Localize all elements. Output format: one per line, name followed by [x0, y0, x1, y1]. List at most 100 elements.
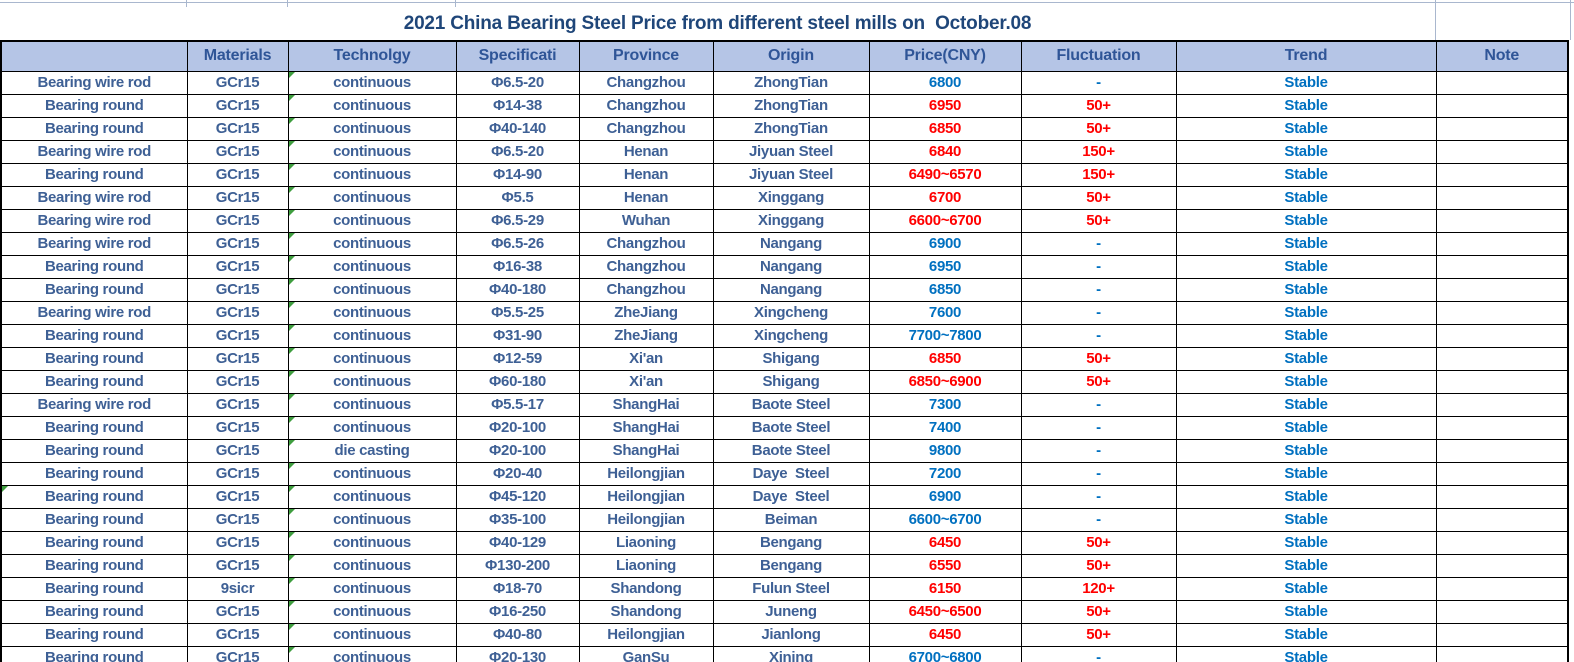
technology-cell[interactable]: continuous [287, 392, 457, 417]
technology-cell[interactable]: continuous [287, 461, 457, 486]
technology-cell[interactable]: continuous [287, 323, 457, 348]
note-cell[interactable] [1435, 277, 1569, 302]
technology-cell[interactable]: continuous [287, 576, 457, 601]
trend-cell[interactable]: Stable [1175, 93, 1437, 118]
fluctuation-cell[interactable]: 50+ [1020, 369, 1177, 394]
specification-cell[interactable]: Φ31-90 [455, 323, 580, 348]
origin-cell[interactable]: Daye Steel [712, 461, 870, 486]
technology-cell[interactable]: continuous [287, 139, 457, 164]
origin-cell[interactable]: Nangang [712, 254, 870, 279]
province-cell[interactable]: Xi'an [578, 369, 714, 394]
price-cell[interactable]: 7400 [868, 415, 1022, 440]
note-cell[interactable] [1435, 622, 1569, 647]
price-cell[interactable]: 6550 [868, 553, 1022, 578]
technology-cell[interactable]: continuous [287, 93, 457, 118]
product-cell[interactable]: Bearing wire rod [0, 185, 188, 210]
product-cell[interactable]: Bearing wire rod [0, 208, 188, 233]
column-header-technology[interactable]: Technolgy [287, 40, 457, 72]
province-cell[interactable]: Changzhou [578, 93, 714, 118]
material-cell[interactable]: GCr15 [186, 461, 289, 486]
note-cell[interactable] [1435, 139, 1569, 164]
province-cell[interactable]: Heilongjian [578, 507, 714, 532]
trend-cell[interactable]: Stable [1175, 116, 1437, 141]
price-cell[interactable]: 9800 [868, 438, 1022, 463]
product-cell[interactable]: Bearing round [0, 438, 188, 463]
price-cell[interactable]: 6950 [868, 254, 1022, 279]
specification-cell[interactable]: Φ6.5-20 [455, 70, 580, 95]
fluctuation-cell[interactable]: - [1020, 645, 1177, 662]
technology-cell[interactable]: continuous [287, 346, 457, 371]
technology-cell[interactable]: continuous [287, 116, 457, 141]
trend-cell[interactable]: Stable [1175, 576, 1437, 601]
product-cell[interactable]: Bearing round [0, 530, 188, 555]
material-cell[interactable]: GCr15 [186, 277, 289, 302]
price-cell[interactable]: 6600~6700 [868, 507, 1022, 532]
origin-cell[interactable]: Baote Steel [712, 415, 870, 440]
trend-cell[interactable]: Stable [1175, 415, 1437, 440]
fluctuation-cell[interactable]: 50+ [1020, 346, 1177, 371]
column-header-province[interactable]: Province [578, 40, 714, 72]
specification-cell[interactable]: Φ16-38 [455, 254, 580, 279]
material-cell[interactable]: GCr15 [186, 622, 289, 647]
product-cell[interactable]: Bearing wire rod [0, 392, 188, 417]
province-cell[interactable]: Henan [578, 162, 714, 187]
trend-cell[interactable]: Stable [1175, 70, 1437, 95]
material-cell[interactable]: GCr15 [186, 599, 289, 624]
price-cell[interactable]: 6800 [868, 70, 1022, 95]
specification-cell[interactable]: Φ6.5-29 [455, 208, 580, 233]
material-cell[interactable]: GCr15 [186, 323, 289, 348]
fluctuation-cell[interactable]: 50+ [1020, 599, 1177, 624]
fluctuation-cell[interactable]: - [1020, 70, 1177, 95]
province-cell[interactable]: Changzhou [578, 277, 714, 302]
note-cell[interactable] [1435, 254, 1569, 279]
product-cell[interactable]: Bearing wire rod [0, 70, 188, 95]
specification-cell[interactable]: Φ5.5-25 [455, 300, 580, 325]
province-cell[interactable]: ShangHai [578, 392, 714, 417]
note-cell[interactable] [1435, 323, 1569, 348]
product-cell[interactable]: Bearing round [0, 162, 188, 187]
origin-cell[interactable]: Bengang [712, 553, 870, 578]
province-cell[interactable]: ZheJiang [578, 300, 714, 325]
material-cell[interactable]: GCr15 [186, 93, 289, 118]
material-cell[interactable]: GCr15 [186, 70, 289, 95]
fluctuation-cell[interactable]: 50+ [1020, 622, 1177, 647]
trend-cell[interactable]: Stable [1175, 392, 1437, 417]
origin-cell[interactable]: Beiman [712, 507, 870, 532]
note-cell[interactable] [1435, 392, 1569, 417]
origin-cell[interactable]: Jianlong [712, 622, 870, 647]
technology-cell[interactable]: continuous [287, 208, 457, 233]
technology-cell[interactable]: continuous [287, 484, 457, 509]
product-cell[interactable]: Bearing round [0, 277, 188, 302]
technology-cell[interactable]: continuous [287, 553, 457, 578]
product-cell[interactable]: Bearing round [0, 576, 188, 601]
material-cell[interactable]: GCr15 [186, 484, 289, 509]
note-cell[interactable] [1435, 553, 1569, 578]
fluctuation-cell[interactable]: - [1020, 254, 1177, 279]
material-cell[interactable]: GCr15 [186, 392, 289, 417]
origin-cell[interactable]: Bengang [712, 530, 870, 555]
column-header-trend[interactable]: Trend [1175, 40, 1437, 72]
fluctuation-cell[interactable]: - [1020, 507, 1177, 532]
price-cell[interactable]: 6840 [868, 139, 1022, 164]
sheet-title-cell[interactable]: 2021 China Bearing Steel Price from diff… [403, 13, 1032, 34]
trend-cell[interactable]: Stable [1175, 438, 1437, 463]
material-cell[interactable]: GCr15 [186, 208, 289, 233]
specification-cell[interactable]: Φ35-100 [455, 507, 580, 532]
price-cell[interactable]: 6700 [868, 185, 1022, 210]
material-cell[interactable]: GCr15 [186, 415, 289, 440]
fluctuation-cell[interactable]: - [1020, 438, 1177, 463]
origin-cell[interactable]: Daye Steel [712, 484, 870, 509]
specification-cell[interactable]: Φ60-180 [455, 369, 580, 394]
product-cell[interactable]: Bearing round [0, 622, 188, 647]
product-cell[interactable]: Bearing round [0, 116, 188, 141]
trend-cell[interactable]: Stable [1175, 300, 1437, 325]
origin-cell[interactable]: ZhongTian [712, 93, 870, 118]
province-cell[interactable]: ZheJiang [578, 323, 714, 348]
province-cell[interactable]: Shandong [578, 576, 714, 601]
province-cell[interactable]: Changzhou [578, 254, 714, 279]
trend-cell[interactable]: Stable [1175, 553, 1437, 578]
material-cell[interactable]: GCr15 [186, 185, 289, 210]
province-cell[interactable]: Henan [578, 139, 714, 164]
note-cell[interactable] [1435, 116, 1569, 141]
fluctuation-cell[interactable]: 50+ [1020, 185, 1177, 210]
